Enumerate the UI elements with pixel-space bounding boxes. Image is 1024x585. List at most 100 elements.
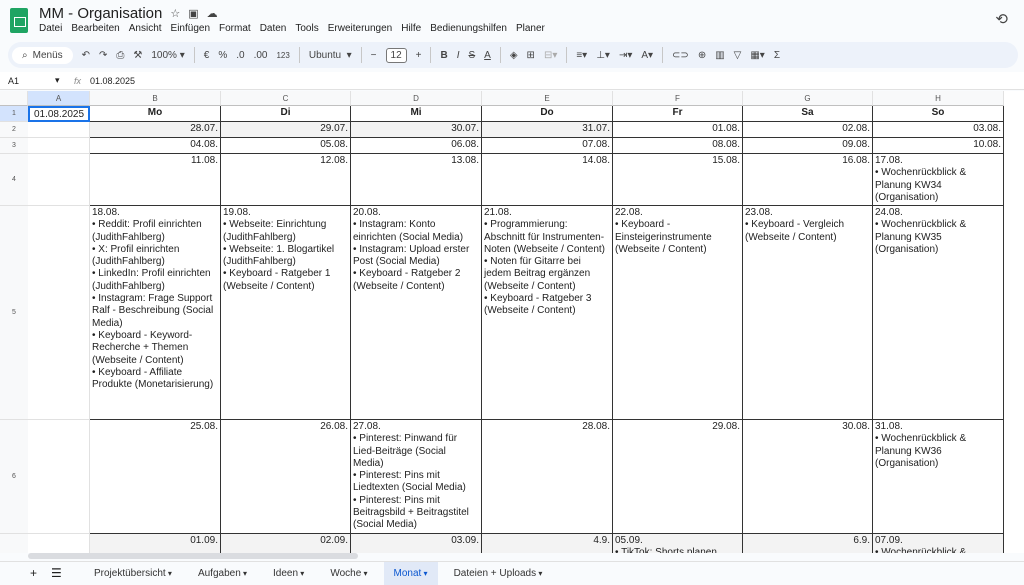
sheet-tab-projekt-bersicht[interactable]: Projektübersicht ▾ [84, 562, 182, 585]
weekday-header-cell[interactable]: Fr [613, 106, 743, 122]
sheet-tab-dateien-uploads[interactable]: Dateien + Uploads ▾ [444, 562, 553, 585]
select-all-corner[interactable] [0, 91, 28, 106]
day-cell[interactable]: 30.07. [351, 122, 482, 138]
day-cell[interactable]: 15.08. [613, 154, 743, 206]
weekday-header-cell[interactable]: Do [482, 106, 613, 122]
day-cell[interactable]: 14.08. [482, 154, 613, 206]
functions-icon[interactable]: Σ [773, 49, 781, 61]
column-header-G[interactable]: G [743, 91, 873, 106]
cloud-status-icon[interactable]: ☁ [206, 8, 218, 20]
weekday-header-cell[interactable]: Di [221, 106, 351, 122]
percent-button[interactable]: % [218, 49, 228, 61]
redo-icon[interactable]: ↷ [99, 49, 108, 61]
add-sheet-icon[interactable]: + [30, 566, 38, 580]
font-size-increase[interactable]: + [415, 49, 422, 61]
day-cell[interactable] [28, 534, 90, 553]
weekday-header-cell[interactable]: Mo [90, 106, 221, 122]
menu-tools[interactable]: Tools [295, 23, 319, 34]
weekday-header-cell[interactable]: Mi [351, 106, 482, 122]
day-cell[interactable]: 07.09. • Wochenrückblick & [873, 534, 1004, 553]
bold-icon[interactable]: B [440, 49, 448, 61]
cell-reference[interactable]: A1 [8, 76, 20, 86]
merge-cells-icon[interactable]: ⊟▾ [543, 49, 558, 61]
day-cell[interactable]: 13.08. [351, 154, 482, 206]
day-cell[interactable]: 11.08. [90, 154, 221, 206]
increase-decimal-button[interactable]: .00 [253, 49, 268, 61]
menu-search[interactable]: ⌕ Menüs [12, 46, 73, 64]
zoom-select[interactable]: 100% ▾ [151, 49, 185, 61]
weekday-header-cell[interactable]: Sa [743, 106, 873, 122]
column-header-A[interactable]: A [28, 91, 90, 106]
day-cell[interactable]: 02.08. [743, 122, 873, 138]
day-cell[interactable] [28, 420, 90, 534]
column-header-B[interactable]: B [90, 91, 221, 106]
day-cell[interactable]: 20.08. • Instagram: Konto einrichten (So… [351, 206, 482, 420]
day-cell[interactable] [28, 122, 90, 138]
day-cell[interactable]: 23.08. • Keyboard - Vergleich (Webseite … [743, 206, 873, 420]
row-header[interactable]: 4 [0, 154, 28, 206]
italic-icon[interactable]: I [456, 49, 460, 61]
link-icon[interactable]: ⊂⊃ [672, 49, 689, 61]
day-cell[interactable]: 25.08. [90, 420, 221, 534]
row-header[interactable]: 3 [0, 138, 28, 154]
day-cell[interactable]: 6.9. [743, 534, 873, 553]
day-cell[interactable]: 24.08. • Wochenrückblick & Planung KW35 … [873, 206, 1004, 420]
column-header-D[interactable]: D [351, 91, 482, 106]
row-header[interactable]: 5 [0, 206, 28, 420]
sheet-tab-ideen[interactable]: Ideen ▾ [263, 562, 314, 585]
sheet-tab-woche[interactable]: Woche ▾ [320, 562, 377, 585]
text-rotation-icon[interactable]: A▾ [641, 49, 654, 61]
menu-hilfe[interactable]: Hilfe [401, 23, 422, 34]
chevron-down-icon[interactable]: ▾ [361, 569, 368, 578]
star-icon[interactable]: ☆ [170, 8, 181, 20]
day-cell[interactable]: 4.9. [482, 534, 613, 553]
all-sheets-icon[interactable]: ☰ [51, 566, 62, 580]
day-cell[interactable]: 06.08. [351, 138, 482, 154]
day-cell[interactable] [28, 206, 90, 420]
filter-views-icon[interactable]: ▦▾ [750, 49, 765, 61]
strikethrough-icon[interactable]: S [468, 49, 476, 61]
day-cell[interactable]: 09.08. [743, 138, 873, 154]
row-header[interactable]: 2 [0, 122, 28, 138]
day-cell[interactable]: 31.07. [482, 122, 613, 138]
column-header-E[interactable]: E [482, 91, 613, 106]
borders-icon[interactable]: ⊞ [526, 49, 535, 61]
day-cell[interactable]: 02.09. [221, 534, 351, 553]
filter-icon[interactable]: ▽ [733, 49, 742, 61]
day-cell[interactable]: 31.08. • Wochenrückblick & Planung KW36 … [873, 420, 1004, 534]
day-cell[interactable]: 04.08. [90, 138, 221, 154]
formula-input[interactable]: 01.08.2025 [90, 76, 136, 86]
print-icon[interactable]: ⎙ [116, 49, 125, 61]
day-cell[interactable]: 07.08. [482, 138, 613, 154]
day-cell[interactable]: 12.08. [221, 154, 351, 206]
day-cell[interactable]: 21.08. • Programmierung: Abschnitt für I… [482, 206, 613, 420]
day-cell[interactable]: 05.08. [221, 138, 351, 154]
chart-icon[interactable]: ▥ [715, 49, 725, 61]
day-cell[interactable]: 16.08. [743, 154, 873, 206]
text-color-icon[interactable]: A [484, 49, 491, 61]
day-cell[interactable]: 01.09. [90, 534, 221, 553]
menu-bedienungshilfen[interactable]: Bedienungshilfen [430, 23, 507, 34]
menu-ansicht[interactable]: Ansicht [128, 23, 162, 34]
font-select[interactable]: Ubuntu ▾ [308, 49, 352, 61]
row-header[interactable]: 6 [0, 420, 28, 534]
horizontal-scrollbar[interactable] [28, 553, 358, 559]
move-folder-icon[interactable]: ▣ [188, 8, 199, 20]
menu-einf-gen[interactable]: Einfügen [170, 23, 211, 34]
day-cell[interactable]: 05.09. • TikTok: Shorts planen [613, 534, 743, 553]
document-title[interactable]: MM - Organisation [39, 5, 163, 22]
row-header[interactable]: 1 [0, 106, 28, 122]
column-header-H[interactable]: H [873, 91, 1004, 106]
fill-color-icon[interactable]: ◈ [509, 49, 518, 61]
day-cell[interactable]: 18.08. • Reddit: Profil einrichten (Judi… [90, 206, 221, 420]
month-date-cell[interactable]: 01.08.2025 [28, 106, 90, 122]
version-history-icon[interactable]: ⟲ [995, 11, 1008, 28]
day-cell[interactable]: 08.08. [613, 138, 743, 154]
chevron-down-icon[interactable]: ▾ [55, 75, 60, 85]
day-cell[interactable]: 28.08. [482, 420, 613, 534]
currency-button[interactable]: € [203, 49, 210, 61]
vertical-align-icon[interactable]: ⊥▾ [596, 49, 610, 61]
number-format-button[interactable]: 123 [276, 50, 290, 60]
day-cell[interactable]: 28.07. [90, 122, 221, 138]
sheet-tab-monat[interactable]: Monat ▾ [383, 562, 438, 585]
